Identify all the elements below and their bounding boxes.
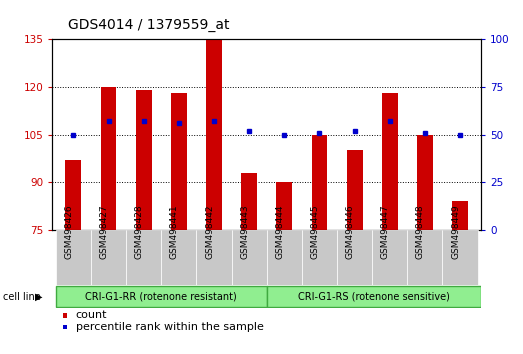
- Bar: [161, 230, 197, 285]
- Bar: [56, 230, 91, 285]
- Bar: [276, 182, 292, 230]
- Bar: [136, 90, 152, 230]
- Bar: [337, 230, 372, 285]
- Bar: [302, 230, 337, 285]
- Bar: [197, 230, 232, 285]
- Text: count: count: [76, 310, 107, 320]
- Bar: [267, 286, 481, 307]
- Bar: [171, 93, 187, 230]
- Bar: [232, 230, 267, 285]
- Text: CRI-G1-RS (rotenone sensitive): CRI-G1-RS (rotenone sensitive): [298, 291, 450, 302]
- Bar: [100, 87, 117, 230]
- Text: GSM498428: GSM498428: [135, 204, 144, 259]
- Text: GDS4014 / 1379559_at: GDS4014 / 1379559_at: [68, 18, 230, 32]
- Bar: [312, 135, 327, 230]
- Text: GSM498449: GSM498449: [451, 204, 460, 259]
- Text: GSM498443: GSM498443: [240, 204, 249, 259]
- Bar: [442, 230, 477, 285]
- Text: GSM498442: GSM498442: [205, 205, 214, 259]
- Bar: [56, 286, 267, 307]
- Text: ▶: ▶: [36, 292, 43, 302]
- Text: GSM498446: GSM498446: [346, 204, 355, 259]
- Bar: [452, 201, 468, 230]
- Bar: [347, 150, 362, 230]
- Text: GSM498444: GSM498444: [275, 205, 285, 259]
- Bar: [382, 93, 397, 230]
- Bar: [372, 230, 407, 285]
- Text: GSM498427: GSM498427: [99, 204, 109, 259]
- Bar: [407, 230, 442, 285]
- Bar: [267, 230, 302, 285]
- Text: GSM498445: GSM498445: [311, 204, 320, 259]
- Bar: [206, 39, 222, 230]
- Text: CRI-G1-RR (rotenone resistant): CRI-G1-RR (rotenone resistant): [85, 291, 237, 302]
- Text: percentile rank within the sample: percentile rank within the sample: [76, 322, 264, 332]
- Text: GSM498448: GSM498448: [416, 204, 425, 259]
- Bar: [417, 135, 433, 230]
- Bar: [126, 230, 161, 285]
- Bar: [91, 230, 126, 285]
- Text: GSM498426: GSM498426: [64, 204, 73, 259]
- Text: GSM498441: GSM498441: [170, 204, 179, 259]
- Text: GSM498447: GSM498447: [381, 204, 390, 259]
- Bar: [241, 173, 257, 230]
- Bar: [65, 160, 81, 230]
- Text: cell line: cell line: [3, 292, 40, 302]
